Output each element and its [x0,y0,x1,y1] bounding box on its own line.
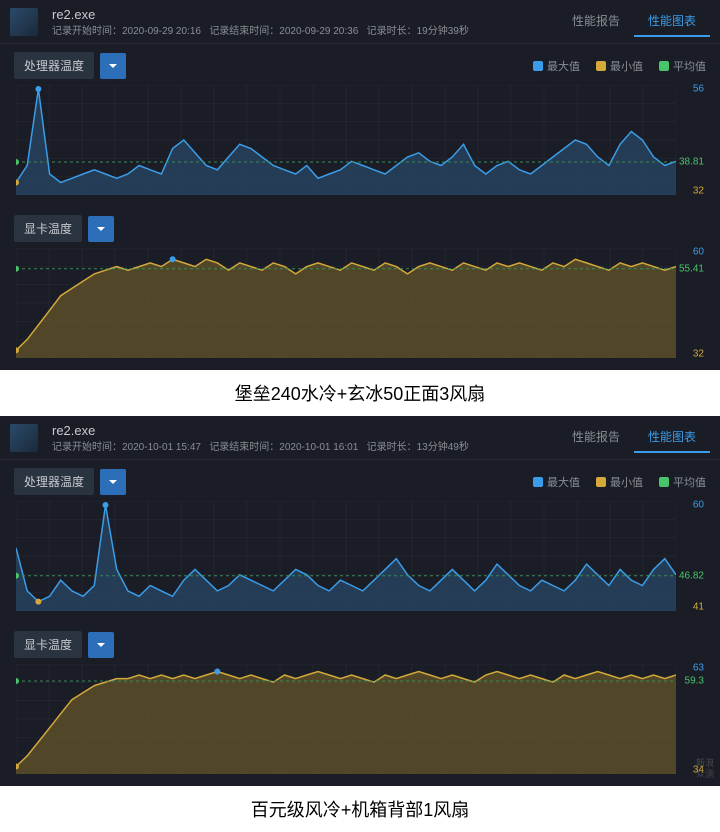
chart-cpu: 5638.8132 [16,85,676,195]
chart-gpu: 6055.4132 [16,248,676,358]
end-time: 记录结束时间：2020-09-29 20:36 [209,26,358,37]
tab-chart[interactable]: 性能图表 [634,6,710,37]
caption-0: 堡垒240水冷+玄冰50正面3风扇 [0,370,720,416]
tab-report[interactable]: 性能报告 [558,422,634,453]
tab-chart[interactable]: 性能图表 [634,422,710,453]
legend: 最大值最小值平均值 [533,58,706,74]
start-time: 记录开始时间：2020-10-01 15:47 [52,442,201,453]
header: re2.exe 记录开始时间：2020-10-01 15:47 记录结束时间：20… [0,416,720,460]
dropdown-arrow[interactable] [88,216,114,242]
panel-1: re2.exe 记录开始时间：2020-10-01 15:47 记录结束时间：20… [0,416,720,786]
app-thumbnail [10,8,38,36]
dropdown-arrow[interactable] [100,53,126,79]
tab-report[interactable]: 性能报告 [558,6,634,37]
panel-0: re2.exe 记录开始时间：2020-09-29 20:16 记录结束时间：20… [0,0,720,370]
chart-gpu: 6359.334 [16,664,676,774]
end-time: 记录结束时间：2020-10-01 16:01 [209,442,358,453]
app-thumbnail [10,424,38,452]
caption-1: 百元级风冷+机箱背部1风扇 [0,786,720,832]
watermark: 新浪众测 [696,758,714,780]
exe-name: re2.exe [52,423,469,438]
duration: 记录时长：13分钟49秒 [367,442,469,453]
chart-cpu: 6046.8241 [16,501,676,611]
metric-label: 处理器温度 [14,52,94,79]
exe-name: re2.exe [52,7,469,22]
metric-label: 显卡温度 [14,215,82,242]
dropdown-arrow[interactable] [100,469,126,495]
metric-label: 显卡温度 [14,631,82,658]
start-time: 记录开始时间：2020-09-29 20:16 [52,26,201,37]
metric-label: 处理器温度 [14,468,94,495]
legend: 最大值最小值平均值 [533,474,706,490]
dropdown-arrow[interactable] [88,632,114,658]
header: re2.exe 记录开始时间：2020-09-29 20:16 记录结束时间：20… [0,0,720,44]
duration: 记录时长：19分钟39秒 [367,26,469,37]
